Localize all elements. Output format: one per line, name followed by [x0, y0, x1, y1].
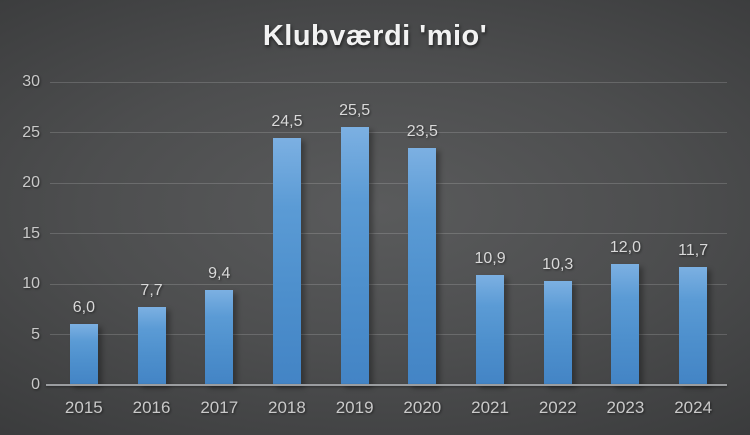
data-label: 6,0 [72, 299, 95, 317]
bar-2017 [205, 290, 234, 385]
y-axis-tick-label: 30 [22, 73, 40, 90]
x-axis-tick-label: 2015 [64, 398, 103, 417]
bar-2020 [408, 147, 437, 385]
data-label: 23,5 [406, 122, 438, 140]
x-axis-tick-label: 2018 [268, 398, 306, 417]
x-axis-tick-label: 2023 [606, 398, 645, 417]
gridline [50, 132, 727, 133]
x-axis-tick-label: 2022 [538, 398, 577, 417]
bar-2022 [543, 280, 572, 385]
data-label: 24,5 [271, 112, 303, 130]
gridline [50, 283, 727, 285]
x-axis-tick-label: 2016 [132, 398, 171, 417]
x-axis-tick-label: 2024 [674, 398, 713, 417]
x-axis-tick-label: 2021 [471, 398, 509, 417]
data-label: 9,4 [208, 265, 231, 283]
chart-title: Klubværdi 'mio' [262, 20, 488, 52]
y-axis-tick-label: 5 [31, 325, 40, 343]
data-label: 10,3 [542, 255, 574, 273]
x-axis-tick-label: 2017 [200, 398, 239, 417]
bar-2023 [611, 263, 640, 385]
gridline [50, 182, 727, 184]
bar-2018 [272, 137, 301, 385]
x-axis-line [46, 384, 727, 386]
gridline [50, 81, 727, 83]
bar-2016 [137, 307, 166, 385]
gridline [50, 233, 727, 234]
x-axis-tick-label: 2020 [403, 398, 442, 417]
bar-2021 [476, 274, 505, 385]
y-axis-tick-label: 20 [22, 174, 40, 191]
bar-2015 [69, 324, 98, 385]
gridline [50, 334, 727, 335]
y-axis-tick-label: 15 [22, 224, 40, 242]
data-label: 10,9 [474, 249, 506, 267]
y-axis-tick-label: 25 [22, 123, 40, 141]
data-label: 7,7 [140, 282, 163, 300]
data-label: 12,0 [609, 238, 641, 256]
data-label: 25,5 [339, 102, 371, 120]
y-axis-tick-label: 0 [31, 376, 40, 393]
bar-2024 [679, 266, 708, 385]
data-label: 11,7 [678, 241, 709, 259]
x-axis-tick-label: 2019 [335, 398, 374, 417]
y-axis-tick-label: 10 [22, 275, 40, 292]
bar-2019 [340, 127, 369, 385]
